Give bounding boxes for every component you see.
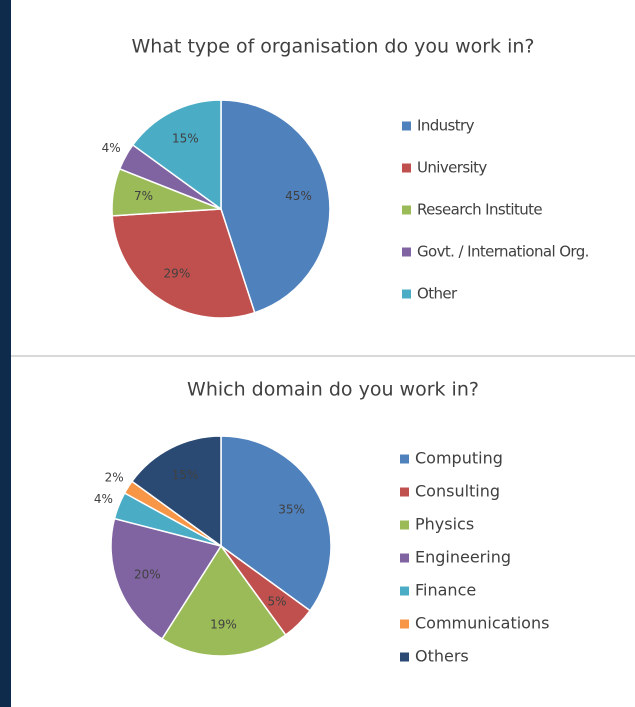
- legend-label: Other: [417, 285, 458, 303]
- legend-swatch: [402, 205, 411, 215]
- data-label: 5%: [267, 595, 286, 609]
- pie-slice: [220, 99, 331, 314]
- pie-slice: [111, 208, 256, 319]
- pie-slice: [161, 544, 287, 657]
- data-label: 35%: [278, 503, 305, 517]
- legend-swatch: [402, 247, 411, 257]
- data-label: 19%: [210, 618, 237, 632]
- legend-swatch: [402, 289, 411, 299]
- legend-swatch: [400, 454, 409, 464]
- divider: [11, 355, 635, 357]
- data-label: 20%: [134, 568, 161, 582]
- side-bar: [0, 0, 11, 707]
- legend-swatch: [400, 586, 409, 596]
- legend-swatch: [400, 619, 409, 629]
- pie-slice: [130, 435, 222, 548]
- legend-swatch: [400, 553, 409, 563]
- pie-slice: [220, 435, 332, 612]
- legend-label: Finance: [415, 581, 476, 600]
- legend-swatch: [400, 520, 409, 530]
- legend-label: Computing: [415, 449, 503, 468]
- data-label: 15%: [172, 132, 199, 146]
- data-label: 4%: [102, 141, 121, 155]
- data-label: 7%: [134, 189, 153, 203]
- legend-swatch: [402, 163, 411, 173]
- data-label: 2%: [105, 471, 124, 485]
- legend-label: Industry: [417, 117, 475, 135]
- pie-slice: [131, 99, 222, 211]
- chart-title: What type of organisation do you work in…: [132, 36, 535, 58]
- legend-swatch: [400, 487, 409, 497]
- chart-title: Which domain do you work in?: [187, 379, 479, 401]
- data-label: 45%: [285, 189, 312, 203]
- legend-label: Govt. / International Org.: [417, 243, 589, 261]
- data-label: 29%: [164, 266, 191, 280]
- legend-label: Engineering: [415, 548, 511, 567]
- legend-swatch: [400, 652, 409, 662]
- legend-swatch: [402, 121, 411, 131]
- legend-label: Communications: [415, 614, 549, 633]
- legend-label: Physics: [415, 515, 474, 534]
- legend-label: Consulting: [415, 482, 500, 501]
- pie-slice: [110, 517, 223, 640]
- legend-label: Research Institute: [417, 201, 542, 219]
- legend-label: University: [417, 159, 487, 177]
- data-label: 4%: [94, 492, 113, 506]
- legend-label: Others: [415, 647, 469, 666]
- data-label: 15%: [172, 468, 199, 482]
